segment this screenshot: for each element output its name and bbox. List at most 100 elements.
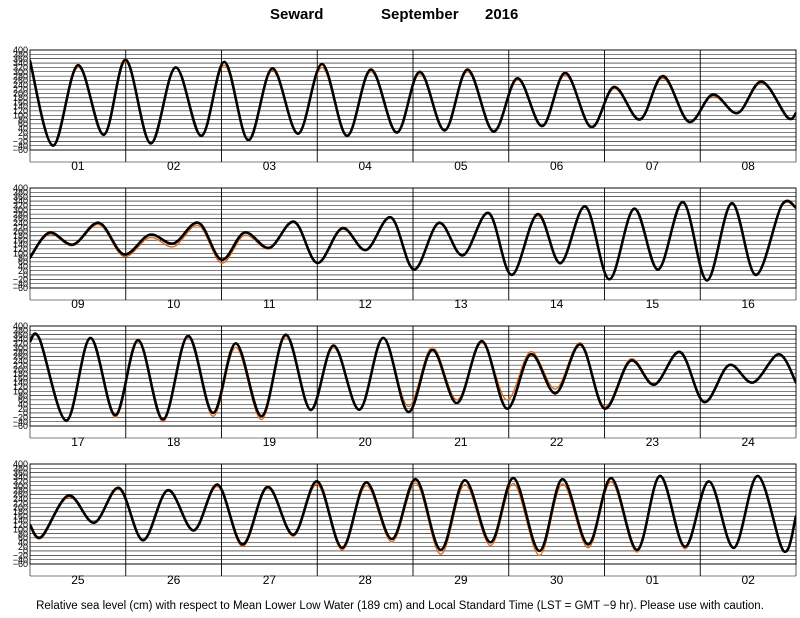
chart-title-bar: Seward September 2016 — [0, 6, 800, 28]
y-tick-label: 60 — [18, 119, 28, 129]
x-tick-label: 21 — [454, 435, 468, 449]
x-tick-label: 27 — [263, 573, 277, 587]
y-tick-label: 320 — [13, 477, 28, 487]
x-tick-label: 22 — [550, 435, 564, 449]
x-tick-label: 15 — [646, 297, 660, 311]
x-tick-label: 01 — [646, 573, 660, 587]
y-tick-label: 360 — [13, 330, 28, 340]
y-tick-label: 0 — [23, 132, 28, 142]
y-tick-label: 340 — [13, 472, 28, 482]
y-tick-label: 280 — [13, 485, 28, 495]
y-tick-label: 100 — [13, 524, 28, 534]
y-tick-label: 120 — [13, 244, 28, 254]
y-tick-label: 160 — [13, 373, 28, 383]
y-tick-label: −20 — [13, 413, 28, 423]
x-tick-label: 24 — [741, 435, 755, 449]
y-tick-label: 120 — [13, 382, 28, 392]
y-tick-label: 60 — [18, 533, 28, 543]
x-tick-label: 17 — [71, 435, 85, 449]
y-tick-label: 380 — [13, 50, 28, 60]
y-tick-label: 180 — [13, 93, 28, 103]
y-tick-label: 40 — [18, 537, 28, 547]
y-tick-label: 220 — [13, 498, 28, 508]
y-tick-label: 260 — [13, 214, 28, 224]
observed-series-line — [30, 58, 796, 147]
x-tick-label: 28 — [358, 573, 372, 587]
y-tick-label: −20 — [13, 551, 28, 561]
y-tick-label: 340 — [13, 334, 28, 344]
y-tick-label: 20 — [18, 404, 28, 414]
x-tick-label: 08 — [741, 159, 755, 173]
chart-panel-1: 4003803603403203002802602402202001801601… — [13, 45, 797, 173]
plot-frame — [29, 463, 797, 565]
y-tick-label: 100 — [13, 386, 28, 396]
y-tick-label: 160 — [13, 235, 28, 245]
y-tick-label: −40 — [13, 141, 28, 151]
y-tick-label: 340 — [13, 196, 28, 206]
y-tick-label: 240 — [13, 494, 28, 504]
x-tick-label: 20 — [358, 435, 372, 449]
station-title: Seward — [270, 6, 324, 23]
x-tick-label: 18 — [167, 435, 181, 449]
y-tick-label: 240 — [13, 356, 28, 366]
x-tick-label: 07 — [646, 159, 660, 173]
plot-frame — [29, 325, 797, 427]
y-tick-label: 240 — [13, 80, 28, 90]
y-tick-label: 0 — [23, 270, 28, 280]
y-tick-label: 220 — [13, 84, 28, 94]
y-tick-label: 80 — [18, 253, 28, 263]
y-tick-label: −40 — [13, 417, 28, 427]
x-tick-label: 19 — [263, 435, 277, 449]
observed-series-line — [30, 199, 796, 282]
y-tick-label: 280 — [13, 209, 28, 219]
y-tick-label: 40 — [18, 123, 28, 133]
observed-series-line — [30, 332, 796, 422]
y-tick-label: 200 — [13, 365, 28, 375]
y-tick-label: 60 — [18, 257, 28, 267]
y-tick-label: −40 — [13, 555, 28, 565]
y-tick-label: −60 — [13, 559, 28, 569]
y-tick-label: 260 — [13, 352, 28, 362]
y-tick-label: 380 — [13, 326, 28, 336]
x-tick-label: 02 — [741, 573, 755, 587]
x-tick-label: 26 — [167, 573, 181, 587]
y-tick-label: 380 — [13, 188, 28, 198]
x-tick-label: 05 — [454, 159, 468, 173]
plot-frame — [29, 49, 797, 151]
y-tick-label: 40 — [18, 399, 28, 409]
x-tick-label: 23 — [646, 435, 660, 449]
y-tick-label: 20 — [18, 542, 28, 552]
y-tick-label: 200 — [13, 503, 28, 513]
y-tick-label: 400 — [13, 183, 28, 193]
x-tick-label: 14 — [550, 297, 564, 311]
y-tick-label: 160 — [13, 97, 28, 107]
y-tick-label: 80 — [18, 115, 28, 125]
chart-panel-3: 4003803603403203002802602402202001801601… — [13, 321, 797, 449]
x-tick-label: 02 — [167, 159, 181, 173]
y-tick-label: 300 — [13, 481, 28, 491]
y-tick-label: 360 — [13, 192, 28, 202]
y-tick-label: 180 — [13, 231, 28, 241]
y-tick-label: 180 — [13, 369, 28, 379]
x-tick-label: 29 — [454, 573, 468, 587]
y-tick-label: 380 — [13, 464, 28, 474]
y-tick-label: 240 — [13, 218, 28, 228]
y-tick-label: 200 — [13, 89, 28, 99]
x-tick-label: 06 — [550, 159, 564, 173]
chart-panel-2: 4003803603403203002802602402202001801601… — [13, 183, 797, 311]
y-tick-label: −20 — [13, 275, 28, 285]
y-tick-label: 360 — [13, 54, 28, 64]
y-tick-label: 400 — [13, 321, 28, 331]
y-tick-label: 260 — [13, 76, 28, 86]
y-tick-label: 220 — [13, 360, 28, 370]
y-tick-label: 200 — [13, 227, 28, 237]
y-tick-label: −20 — [13, 137, 28, 147]
y-tick-label: 300 — [13, 343, 28, 353]
y-tick-label: 300 — [13, 67, 28, 77]
y-tick-label: 0 — [23, 408, 28, 418]
month-title: September — [381, 6, 459, 23]
y-tick-label: 120 — [13, 106, 28, 116]
y-tick-label: 280 — [13, 347, 28, 357]
y-tick-label: 40 — [18, 261, 28, 271]
